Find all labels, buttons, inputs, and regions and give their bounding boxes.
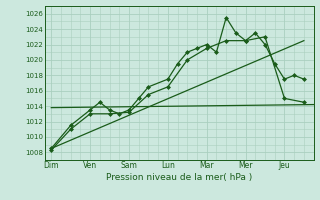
X-axis label: Pression niveau de la mer( hPa ): Pression niveau de la mer( hPa ) [106,173,252,182]
